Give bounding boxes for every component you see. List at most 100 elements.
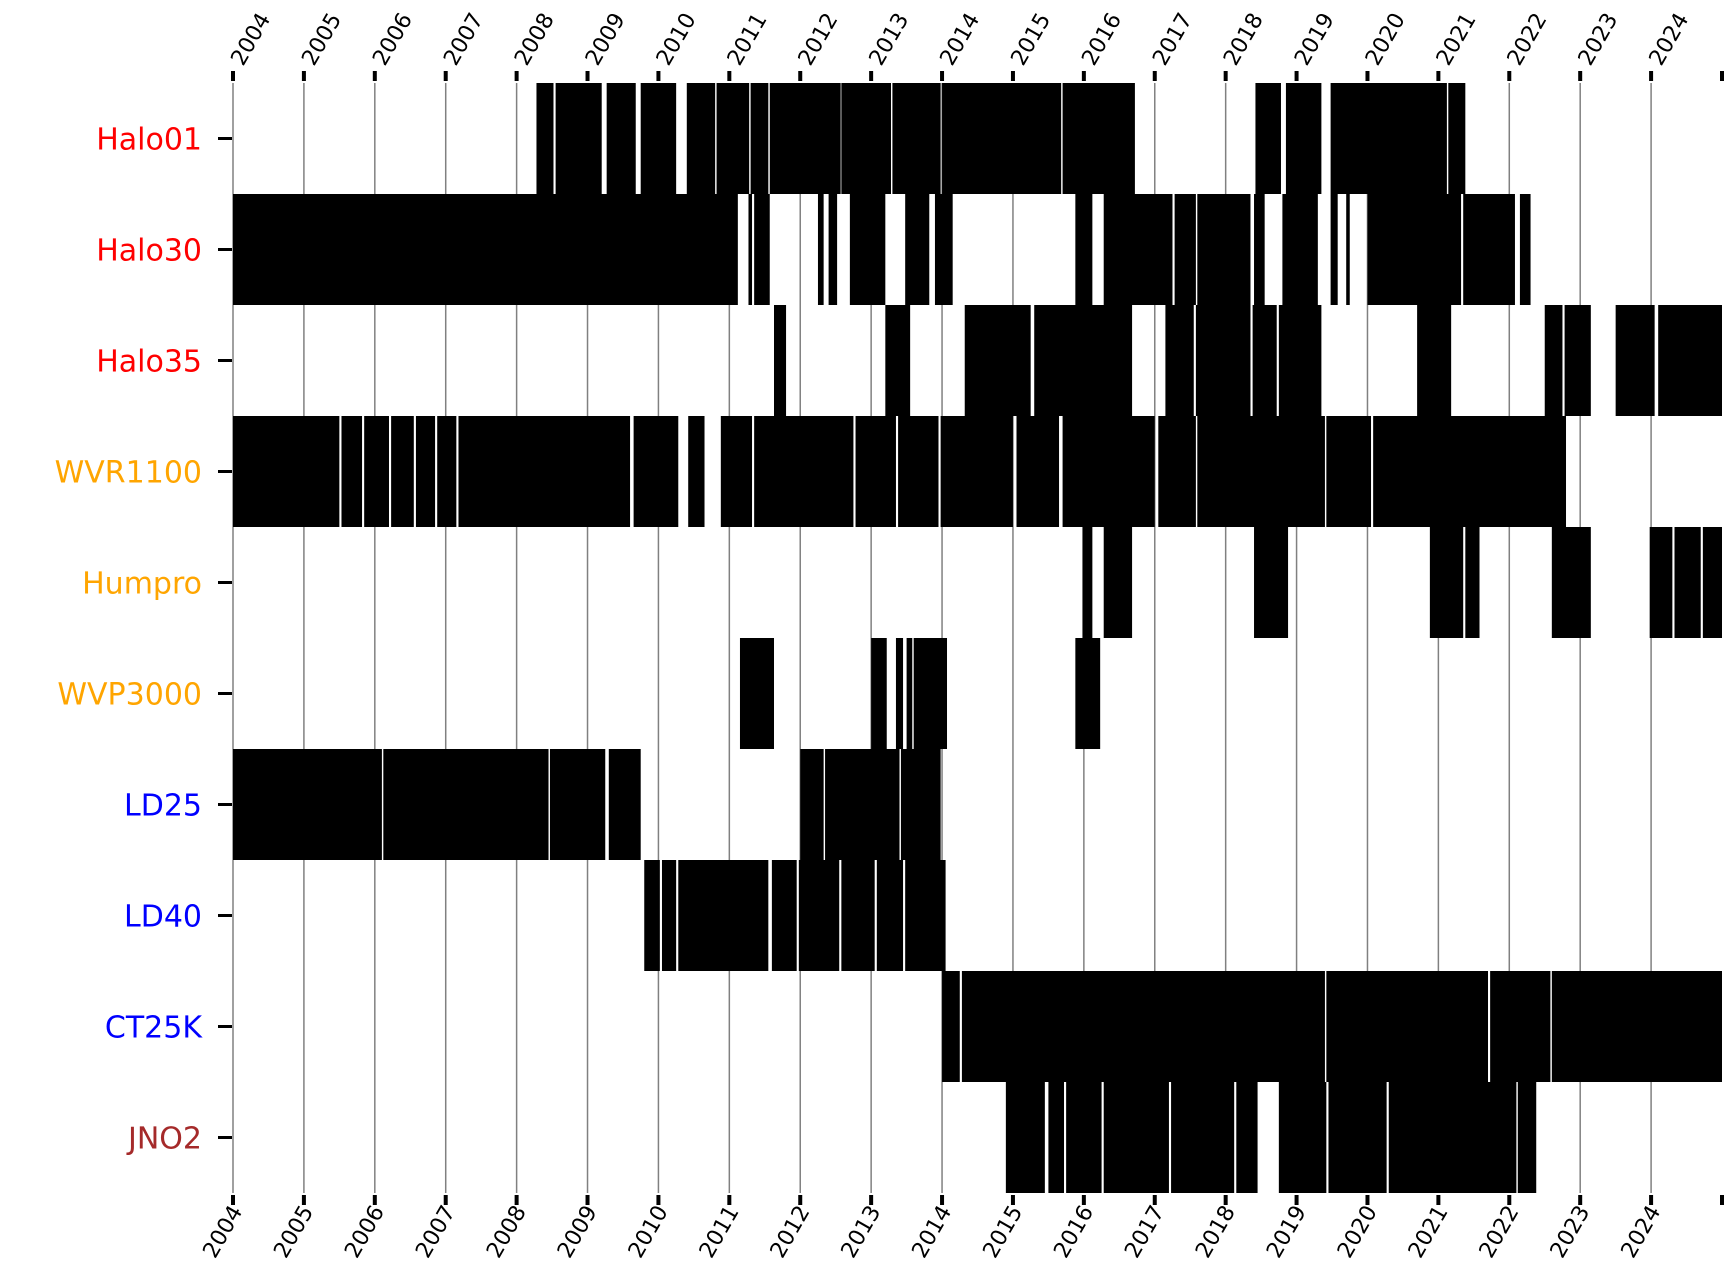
availability-bar-halo30 [233, 194, 738, 305]
availability-bar-wvr1100 [1158, 416, 1196, 527]
x-axis-top: 2004 2005 2006 2007 2008 2009 2010 2011 2012 2013… [227, 9, 1724, 81]
x-tick-label-bottom: 2017 [1120, 1202, 1170, 1263]
availability-bar-wvr1100 [720, 416, 753, 527]
availability-bar-halo01 [716, 83, 750, 194]
availability-bar-ld40 [798, 860, 840, 971]
availability-bar-halo01 [942, 83, 1062, 194]
availability-bar-wvp3000 [1075, 638, 1101, 749]
availability-bar-ld25 [825, 749, 900, 860]
x-tick-label-bottom: 2010 [624, 1202, 674, 1263]
x-tick-label-top: 2018 [1219, 9, 1269, 70]
availability-bar-wvp3000 [895, 638, 904, 749]
availability-bar-wvr1100 [437, 416, 457, 527]
x-tick-label-top: 2023 [1574, 9, 1624, 70]
x-tick-label-top: 2008 [510, 9, 560, 70]
availability-bar-halo01 [750, 83, 769, 194]
availability-bar-humpro [1429, 527, 1464, 638]
x-tick-label-top: 2005 [297, 9, 347, 70]
availability-bar-halo01 [686, 83, 716, 194]
x-tick-label-top: 2010 [652, 9, 702, 70]
row-label-halo30: Halo30 [96, 234, 202, 269]
availability-bar-ct25k [1551, 971, 1722, 1082]
availability-bar-humpro [1551, 527, 1591, 638]
x-tick-label-bottom: 2016 [1049, 1202, 1099, 1263]
availability-bar-halo35 [1658, 305, 1722, 416]
x-tick-label-bottom: 2012 [766, 1202, 816, 1263]
availability-bar-wvr1100 [754, 416, 854, 527]
availability-bar-jno2 [1388, 1082, 1517, 1193]
availability-bar-halo35 [1417, 305, 1452, 416]
x-tick-label-bottom: 2011 [695, 1202, 745, 1263]
availability-bar-humpro [1254, 527, 1289, 638]
availability-bar-ct25k [942, 971, 960, 1082]
availability-bar-wvr1100 [1016, 416, 1060, 527]
availability-bar-wvr1100 [1373, 416, 1567, 527]
availability-bar-ld40 [771, 860, 797, 971]
x-axis-bottom: 2004 2005 2006 2007 2008 2009 2010 2011 2012 2013… [199, 1195, 1724, 1263]
availability-bar-wvr1100 [1326, 416, 1372, 527]
availability-bar-wvr1100 [633, 416, 679, 527]
x-tick-label-bottom: 2005 [269, 1202, 319, 1263]
x-tick-label-top: 2007 [439, 9, 489, 70]
availability-bar-humpro [1674, 527, 1701, 638]
availability-bar-halo01 [555, 83, 602, 194]
x-tick-label-bottom: 2014 [908, 1202, 958, 1263]
availability-bar-humpro [1649, 527, 1673, 638]
availability-bar-humpro [1082, 527, 1093, 638]
availability-bar-ld40 [876, 860, 904, 971]
row-label-halo35: Halo35 [96, 345, 202, 380]
row-label-jno2: JNO2 [126, 1122, 202, 1157]
availability-bar-halo30 [1075, 194, 1093, 305]
availability-bar-halo35 [1165, 305, 1194, 416]
availability-bar-halo30 [1103, 194, 1173, 305]
x-tick-label-top: 2013 [865, 9, 915, 70]
availability-bar-halo30 [934, 194, 953, 305]
availability-bar-wvp3000 [913, 638, 948, 749]
x-tick-label-top: 2022 [1503, 9, 1553, 70]
availability-bar-halo30 [828, 194, 838, 305]
availability-bar-wvr1100 [458, 416, 631, 527]
availability-bar-halo35 [885, 305, 911, 416]
availability-bar-wvr1100 [688, 416, 705, 527]
x-tick-label-top: 2021 [1432, 9, 1482, 70]
row-label-ld40: LD40 [124, 900, 202, 935]
availability-bars [233, 83, 1722, 1193]
row-label-halo01: Halo01 [96, 123, 202, 158]
availability-bar-jno2 [1103, 1082, 1169, 1193]
x-tick-label-bottom: 2023 [1546, 1202, 1596, 1263]
x-tick-label-bottom: 2018 [1191, 1202, 1241, 1263]
x-tick-label-top: 2024 [1645, 9, 1695, 70]
row-label-ld25: LD25 [124, 789, 202, 824]
x-tick-label-top: 2004 [227, 9, 277, 70]
availability-bar-jno2 [1328, 1082, 1387, 1193]
row-label-wvr1100: WVR1100 [55, 456, 202, 491]
x-tick-label-bottom: 2006 [340, 1202, 390, 1263]
availability-bar-halo35 [1278, 305, 1322, 416]
x-tick-label-bottom: 2022 [1475, 1202, 1525, 1263]
availability-bar-humpro [1103, 527, 1133, 638]
availability-bar-ld25 [800, 749, 824, 860]
availability-bar-wvr1100 [391, 416, 414, 527]
availability-bar-halo01 [1255, 83, 1281, 194]
x-tick-label-top: 2014 [936, 9, 986, 70]
availability-bar-halo30 [754, 194, 770, 305]
x-tick-label-top: 2019 [1290, 9, 1340, 70]
availability-bar-halo30 [1282, 194, 1318, 305]
availability-bar-halo01 [640, 83, 677, 194]
x-tick-label-bottom: 2020 [1333, 1202, 1383, 1263]
availability-bar-halo01 [1285, 83, 1322, 194]
row-label-ct25k: CT25K [105, 1011, 203, 1046]
availability-bar-wvp3000 [739, 638, 775, 749]
availability-bar-wvr1100 [364, 416, 389, 527]
availability-bar-ld40 [841, 860, 875, 971]
availability-bar-halo30 [1463, 194, 1515, 305]
availability-bar-ld25 [549, 749, 606, 860]
availability-bar-halo35 [1564, 305, 1591, 416]
availability-bar-wvr1100 [415, 416, 436, 527]
availability-bar-ld25 [233, 749, 382, 860]
x-tick-label-top: 2011 [723, 9, 773, 70]
x-tick-label-top: 2009 [581, 9, 631, 70]
availability-bar-halo30 [1330, 194, 1338, 305]
x-tick-label-bottom: 2019 [1262, 1202, 1312, 1263]
